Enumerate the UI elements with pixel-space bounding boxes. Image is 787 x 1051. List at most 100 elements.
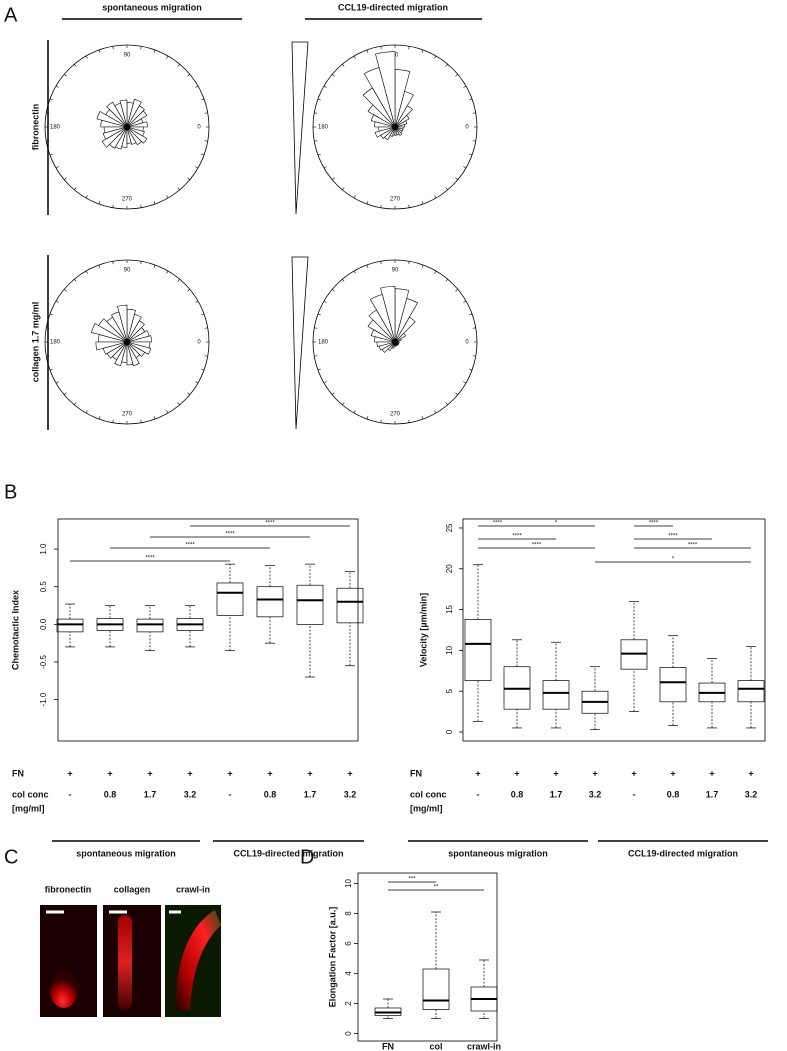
angle-tick bbox=[140, 204, 142, 208]
angle-tick bbox=[434, 55, 437, 59]
angle-tick bbox=[49, 98, 53, 101]
angle-label: 270 bbox=[122, 197, 133, 203]
row-value: + bbox=[553, 768, 558, 778]
row-value: + bbox=[107, 768, 112, 778]
angle-tick bbox=[469, 153, 473, 156]
angle-tick bbox=[463, 300, 467, 303]
y-tick-label: 5 bbox=[445, 688, 454, 693]
x-tick-label: 1.7 bbox=[144, 789, 157, 799]
row-value: + bbox=[514, 768, 519, 778]
y-tick-label: 10 bbox=[445, 645, 454, 654]
angle-label: 90 bbox=[124, 53, 131, 59]
angle-tick bbox=[455, 74, 459, 77]
angle-tick bbox=[153, 264, 156, 268]
x-tick-label: FN bbox=[382, 1041, 394, 1051]
panel-letter: C bbox=[4, 846, 18, 868]
angle-tick bbox=[408, 419, 410, 423]
angle-tick bbox=[187, 289, 191, 292]
angle-tick bbox=[463, 381, 467, 384]
rose-wedge bbox=[374, 336, 396, 343]
rose-wedge bbox=[109, 126, 128, 149]
angle-label: 180 bbox=[50, 340, 61, 346]
significance-label: *** bbox=[408, 877, 416, 883]
significance-label: **** bbox=[185, 543, 195, 549]
rose-wedge bbox=[111, 311, 128, 343]
angle-tick bbox=[463, 166, 467, 169]
image-label: fibronectin bbox=[45, 884, 92, 894]
angle-tick bbox=[380, 261, 382, 265]
angle-tick bbox=[353, 55, 356, 59]
gradient-wedge bbox=[291, 256, 309, 430]
angle-tick bbox=[49, 153, 53, 156]
box bbox=[256, 586, 284, 618]
row-label: [mg/ml] bbox=[12, 803, 45, 813]
angle-tick bbox=[204, 112, 208, 114]
rose-wedge bbox=[362, 87, 396, 128]
angle-tick bbox=[323, 381, 327, 384]
polar-center bbox=[124, 339, 130, 345]
angle-tick bbox=[317, 98, 321, 101]
angle-tick bbox=[204, 140, 208, 142]
angle-tick bbox=[314, 140, 318, 142]
angle-label: 180 bbox=[50, 125, 61, 131]
x-tick-label: crawl-in bbox=[467, 1041, 501, 1051]
row-value: + bbox=[631, 768, 636, 778]
angle-tick bbox=[140, 419, 142, 423]
box bbox=[542, 680, 570, 710]
angle-tick bbox=[353, 410, 356, 414]
angle-tick bbox=[421, 264, 424, 268]
angle-tick bbox=[63, 289, 67, 292]
angle-tick bbox=[331, 289, 335, 292]
angle-tick bbox=[463, 85, 467, 88]
angle-tick bbox=[421, 201, 424, 205]
x-tick-label: 0.8 bbox=[667, 789, 680, 799]
angle-tick bbox=[342, 187, 345, 191]
x-tick-label: 1.7 bbox=[706, 789, 719, 799]
y-tick-label: -1.0 bbox=[39, 692, 48, 706]
y-tick-label: 10 bbox=[344, 879, 353, 888]
angle-tick bbox=[98, 416, 101, 420]
angle-tick bbox=[166, 270, 169, 274]
angle-tick bbox=[140, 46, 142, 50]
box bbox=[136, 618, 164, 633]
significance-label: ** bbox=[434, 885, 439, 891]
image-label: crawl-in bbox=[176, 884, 210, 894]
row-value: + bbox=[67, 768, 72, 778]
y-axis-label: Elongation Factor [a.u.] bbox=[327, 907, 337, 1008]
row-value: + bbox=[267, 768, 272, 778]
angle-tick bbox=[201, 153, 205, 156]
angle-tick bbox=[472, 112, 476, 114]
x-tick-label: 3.2 bbox=[589, 789, 602, 799]
gradient-wedge bbox=[291, 41, 309, 215]
rose-wedge bbox=[380, 126, 396, 140]
angle-tick bbox=[434, 195, 437, 199]
angle-tick bbox=[472, 355, 476, 357]
angle-tick bbox=[195, 300, 199, 303]
angle-tick bbox=[112, 46, 114, 50]
angle-tick bbox=[46, 140, 50, 142]
y-tick-label: -0.5 bbox=[39, 655, 48, 669]
column-title: spontaneous migration bbox=[102, 2, 202, 12]
x-tick-label: - bbox=[477, 789, 480, 799]
angle-tick bbox=[166, 410, 169, 414]
row-value: + bbox=[347, 768, 352, 778]
y-tick-label: 15 bbox=[445, 605, 454, 614]
x-tick-label: 3.2 bbox=[184, 789, 197, 799]
angle-tick bbox=[314, 112, 318, 114]
rose-wedge bbox=[101, 126, 128, 148]
rose-wedge bbox=[126, 341, 151, 349]
y-tick-label: 25 bbox=[445, 523, 454, 532]
panel-letter: D bbox=[300, 846, 314, 868]
rose-wedge bbox=[126, 98, 142, 128]
group-label: spontaneous migration bbox=[76, 848, 176, 858]
rose-wedge bbox=[90, 323, 128, 343]
angle-tick bbox=[153, 416, 156, 420]
y-tick-label: 20 bbox=[445, 564, 454, 573]
y-tick-label: 2 bbox=[344, 1001, 353, 1006]
angle-tick bbox=[177, 187, 180, 191]
x-tick-label: 1.7 bbox=[304, 789, 317, 799]
angle-tick bbox=[408, 204, 410, 208]
angle-tick bbox=[469, 313, 473, 316]
angle-tick bbox=[204, 327, 208, 329]
significance-label: **** bbox=[265, 521, 275, 527]
